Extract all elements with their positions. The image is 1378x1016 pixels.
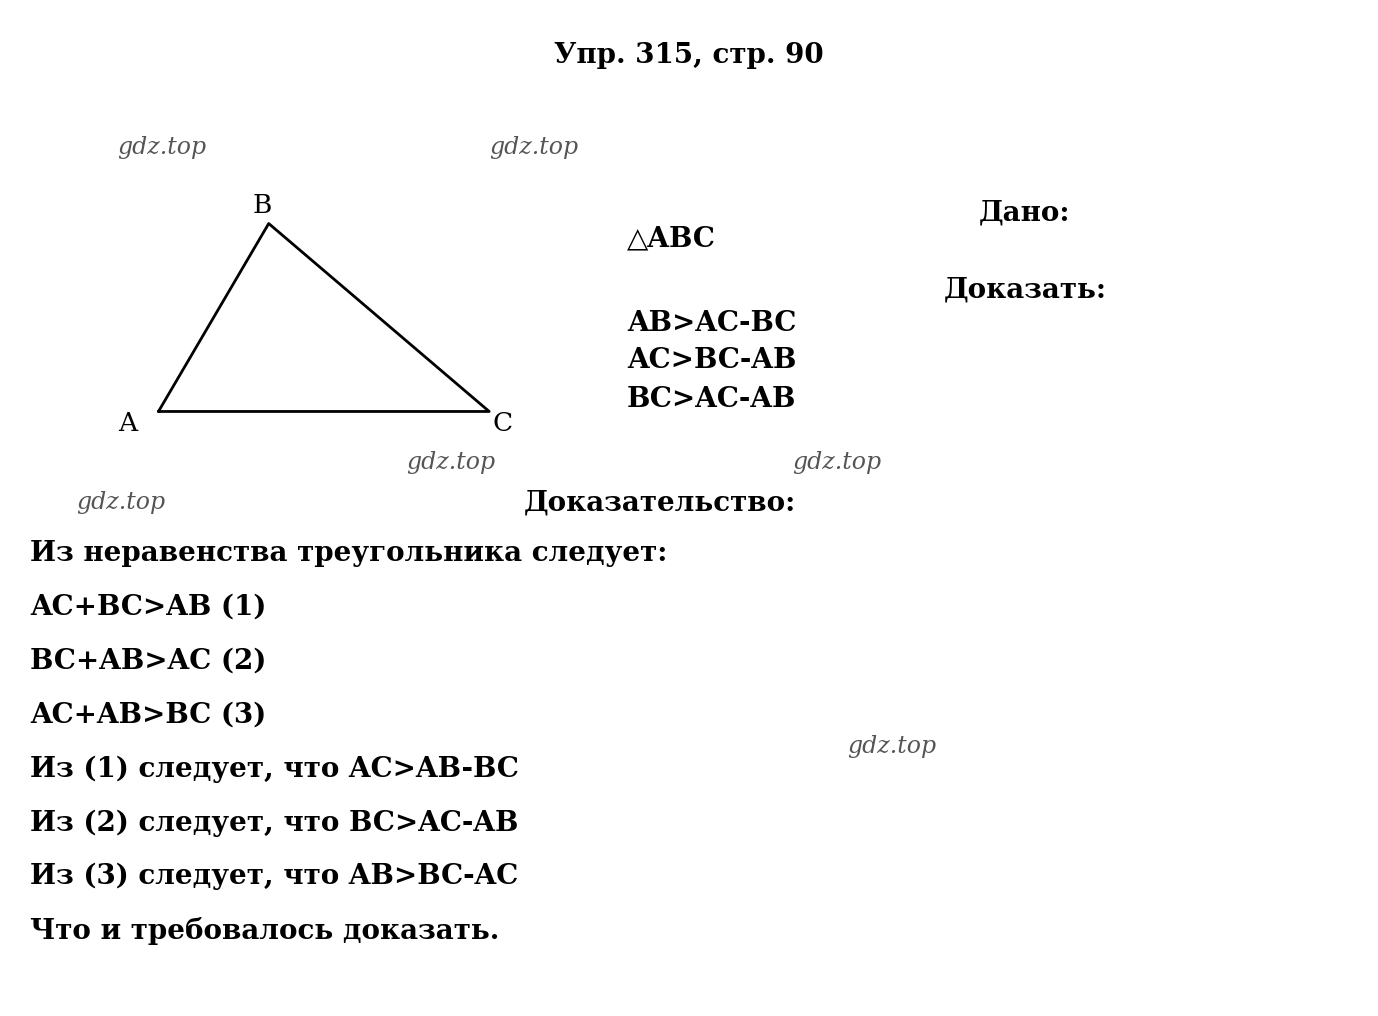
Text: BC>AC-AB: BC>AC-AB xyxy=(627,386,796,412)
Text: AC+AB>BC (3): AC+AB>BC (3) xyxy=(30,702,266,728)
Text: Из неравенства треугольника следует:: Из неравенства треугольника следует: xyxy=(30,541,668,567)
Text: gdz.top: gdz.top xyxy=(407,451,496,473)
Text: gdz.top: gdz.top xyxy=(117,136,207,158)
Text: BC+AB>AC (2): BC+AB>AC (2) xyxy=(30,648,267,675)
Text: AB>AC-BC: AB>AC-BC xyxy=(627,310,796,336)
Text: A: A xyxy=(119,411,138,436)
Text: Из (3) следует, что AB>BC-AC: Из (3) следует, что AB>BC-AC xyxy=(30,864,518,890)
Text: △ABC: △ABC xyxy=(627,226,715,252)
Text: gdz.top: gdz.top xyxy=(489,136,579,158)
Text: Из (2) следует, что BC>AC-AB: Из (2) следует, что BC>AC-AB xyxy=(30,810,518,836)
Text: Доказать:: Доказать: xyxy=(944,276,1107,303)
Text: C: C xyxy=(493,411,513,436)
Text: gdz.top: gdz.top xyxy=(76,492,165,514)
Text: gdz.top: gdz.top xyxy=(847,736,937,758)
Text: B: B xyxy=(252,193,271,217)
Text: AC>BC-AB: AC>BC-AB xyxy=(627,347,796,374)
Text: Из (1) следует, что AC>AB-BC: Из (1) следует, что AC>AB-BC xyxy=(30,756,520,782)
Text: Доказательство:: Доказательство: xyxy=(524,490,796,516)
Text: Дано:: Дано: xyxy=(978,200,1069,227)
Text: AC+BC>AB (1): AC+BC>AB (1) xyxy=(30,594,267,621)
Text: gdz.top: gdz.top xyxy=(792,451,882,473)
Text: Что и требовалось доказать.: Что и требовалось доказать. xyxy=(30,916,500,945)
Text: Упр. 315, стр. 90: Упр. 315, стр. 90 xyxy=(554,43,824,69)
